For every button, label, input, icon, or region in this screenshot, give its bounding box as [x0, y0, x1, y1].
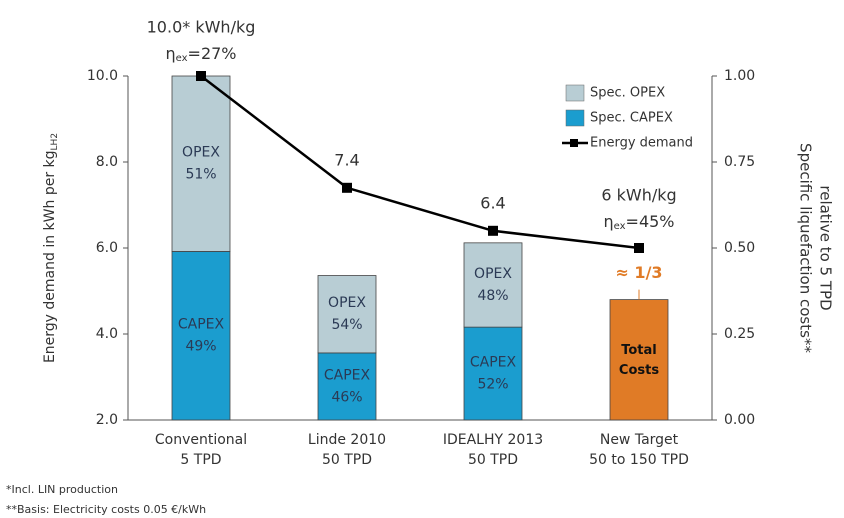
y2-tick-label: 1.00	[724, 68, 755, 84]
segment-share: 51%	[185, 167, 216, 183]
line-value-label: 6.4	[480, 193, 505, 212]
bar-segment	[317, 352, 377, 421]
segment-label: CAPEX	[470, 355, 517, 371]
y2-axis-label: relative to 5 TPD	[817, 185, 835, 310]
y2-tick-label: 0.50	[724, 240, 755, 256]
legend-label: Spec. OPEX	[590, 86, 665, 101]
bar-segment	[171, 251, 231, 421]
line-value-label: 6 kWh/kg	[601, 186, 676, 205]
segment-share: 54%	[331, 317, 362, 333]
legend-box	[560, 82, 710, 158]
y-tick-label: 6.0	[96, 240, 118, 256]
target-note: ≈ 1/3	[615, 263, 662, 282]
legend-label: Spec. CAPEX	[590, 111, 673, 126]
energy-line	[200, 75, 640, 250]
segment-label: OPEX	[474, 266, 512, 282]
eta-sub: ex	[614, 221, 626, 232]
segment-share: 46%	[331, 389, 362, 405]
x-tick-sublabel: 5 TPD	[180, 452, 221, 468]
y-tick-label: 10.0	[87, 68, 118, 84]
y2-axis-label: Specific liquefaction costs**	[797, 143, 815, 353]
x-tick-sublabel: 50 to 150 TPD	[589, 452, 689, 468]
segment-share: 48%	[477, 288, 508, 304]
x-tick-label: Linde 2010	[308, 432, 386, 448]
legend-swatch	[565, 84, 585, 102]
eta-label: ηex=45%	[603, 212, 674, 233]
bar-segment	[463, 242, 523, 328]
x-tick-sublabel: 50 TPD	[322, 452, 372, 468]
segment-share: 49%	[185, 339, 216, 355]
bar-segment	[317, 275, 377, 354]
line-marker	[342, 182, 352, 193]
y2-tick-label: 0.25	[724, 326, 755, 342]
target-bar-label: Total Costs	[619, 342, 659, 377]
x-tick-label: Conventional	[155, 432, 247, 448]
footnote: **Basis: Electricity costs 0.05 €/kWh	[6, 503, 206, 516]
bar-segment	[171, 75, 231, 252]
line-value-label: 7.4	[334, 150, 359, 169]
eta-value: =45%	[626, 212, 675, 231]
target-bar-label-word: Total	[621, 342, 657, 357]
footnote: *Incl. LIN production	[6, 483, 118, 496]
y-tick-label: 2.0	[96, 412, 118, 428]
y-axis-label: Energy demand in kWh per kgLH2	[42, 133, 60, 363]
target-bar-label-word: Costs	[619, 362, 659, 377]
line-value-label: 10.0* kWh/kg	[147, 18, 256, 37]
segment-label: OPEX	[328, 295, 366, 311]
line-marker	[634, 243, 644, 253]
line-marker	[488, 225, 498, 236]
eta-symbol: η	[603, 212, 613, 231]
y-axis-label-main: Energy demand in kWh per kg	[42, 150, 58, 363]
y-axis-label-sub: LH2	[50, 133, 60, 151]
y2-tick-label: 0.00	[724, 412, 755, 428]
bar-segment	[463, 326, 523, 421]
eta-sub: ex	[176, 53, 188, 64]
y-tick-label: 4.0	[96, 326, 118, 342]
x-tick-sublabel: 50 TPD	[468, 452, 518, 468]
segment-label: CAPEX	[178, 317, 225, 333]
x-tick-label: IDEALHY 2013	[443, 432, 543, 448]
segment-label: CAPEX	[324, 367, 371, 383]
segment-label: OPEX	[182, 145, 220, 161]
legend-marker	[570, 139, 578, 147]
legend-swatch	[565, 109, 585, 127]
segment-share: 52%	[477, 377, 508, 393]
y-tick-label: 8.0	[96, 154, 118, 170]
legend-label: Energy demand	[590, 136, 693, 151]
eta-symbol: η	[165, 44, 175, 63]
x-tick-label: New Target	[600, 432, 679, 448]
eta-label: ηex=27%	[165, 44, 236, 65]
target-bar	[609, 299, 669, 421]
y2-tick-label: 0.75	[724, 154, 755, 170]
line-marker	[196, 71, 206, 81]
eta-value: =27%	[188, 44, 237, 63]
